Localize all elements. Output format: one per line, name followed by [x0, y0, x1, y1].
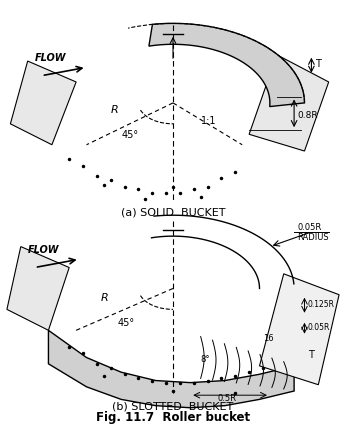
- Polygon shape: [10, 61, 76, 145]
- Text: FLOW: FLOW: [28, 245, 59, 255]
- Polygon shape: [260, 274, 339, 385]
- Text: T: T: [315, 59, 321, 69]
- Text: RADIUS: RADIUS: [298, 233, 329, 242]
- Text: 1:1: 1:1: [201, 116, 216, 126]
- Text: (b) SLOTTED  BUCKET: (b) SLOTTED BUCKET: [112, 402, 234, 412]
- Polygon shape: [48, 330, 294, 408]
- Text: 0.8R: 0.8R: [298, 111, 318, 119]
- Text: 16: 16: [263, 334, 274, 343]
- Text: R: R: [100, 293, 108, 303]
- Text: 8°: 8°: [201, 355, 210, 364]
- Text: R: R: [111, 106, 118, 116]
- Text: 0.05R: 0.05R: [308, 324, 330, 332]
- Text: 45°: 45°: [121, 130, 138, 140]
- Text: (a) SOLID  BUCKET: (a) SOLID BUCKET: [121, 208, 225, 218]
- Text: T: T: [308, 350, 314, 360]
- Text: Fig. 11.7  Roller bucket: Fig. 11.7 Roller bucket: [96, 411, 250, 424]
- Text: 0.5R: 0.5R: [218, 395, 237, 403]
- Text: 0.125R: 0.125R: [308, 300, 335, 309]
- Polygon shape: [149, 24, 304, 106]
- Text: 0.05R: 0.05R: [298, 223, 322, 232]
- Text: FLOW: FLOW: [35, 53, 66, 63]
- Text: 45°: 45°: [118, 318, 135, 328]
- Polygon shape: [7, 247, 69, 330]
- Polygon shape: [249, 55, 329, 151]
